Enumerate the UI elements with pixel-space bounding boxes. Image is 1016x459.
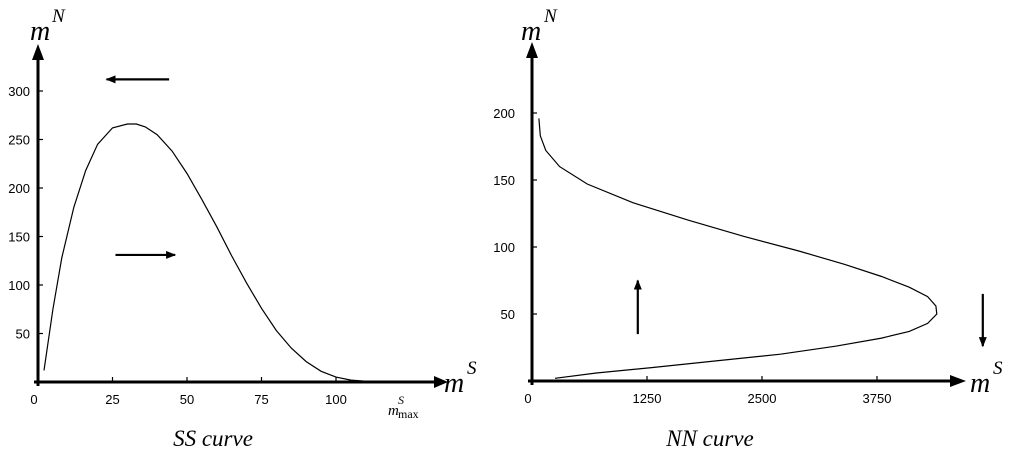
nn-y-axis-label: m: [521, 16, 541, 47]
ss-x-end-label: m: [388, 403, 399, 419]
ss-y-axis-arrowhead: [32, 44, 44, 60]
nn-x-tick-label: 3750: [863, 391, 892, 406]
ss-x-axis-arrowhead: [434, 376, 448, 388]
ss-x-end-label-sub: max: [398, 407, 419, 421]
ss-x-tick-label: 100: [325, 392, 347, 407]
ss-y-tick-label: 250: [8, 133, 30, 148]
ss-x-tick-label: 0: [30, 392, 37, 407]
nn-y-tick-label: 50: [501, 307, 515, 322]
ss-x-axis-label: m: [444, 368, 464, 399]
nn-x-tick-label: 2500: [748, 391, 777, 406]
ss-x-end-label-sup: S: [398, 393, 404, 407]
nn-y-tick-label: 100: [493, 240, 515, 255]
nn-y-tick-label: 200: [493, 106, 515, 121]
ss-x-axis-label-sup: S: [467, 358, 477, 379]
ss-y-tick-label: 300: [8, 84, 30, 99]
ss-y-axis-label: m: [30, 16, 50, 47]
ss-y-tick-label: 150: [8, 230, 30, 245]
ss-x-tick-label: 25: [105, 392, 119, 407]
ss-curve-line: [43, 123, 396, 383]
nn-y-tick-label: 150: [493, 173, 515, 188]
nn-caption: NN curve: [665, 426, 754, 451]
nn-x-tick-label: 0: [524, 391, 531, 406]
nn-y-axis-arrowhead: [526, 42, 538, 58]
ss-y-tick-label: 200: [8, 181, 30, 196]
nn-chart: 50 100 150 200 0 1250 2500 3750 m N m S NN cur…: [493, 6, 1003, 451]
ss-caption: SS curve: [173, 426, 253, 451]
ss-y-axis-label-sup: N: [51, 6, 66, 27]
nn-x-axis-label-sup: S: [993, 358, 1003, 379]
nn-x-tick-label: 1250: [633, 391, 662, 406]
nn-x-axis-arrowhead: [950, 375, 966, 387]
ss-x-tick-label: 75: [254, 392, 268, 407]
nn-curve-line: [538, 118, 938, 379]
ss-y-tick-label: 100: [8, 278, 30, 293]
nn-y-axis-label-sup: N: [543, 6, 558, 27]
ss-x-tick-label: 50: [180, 392, 194, 407]
ss-chart: 50 100 150 200 250 300 0 25 50 75 100 m N m S m S…: [8, 6, 477, 451]
ss-y-tick-label: 50: [16, 327, 30, 342]
nn-x-axis-label: m: [970, 368, 990, 399]
